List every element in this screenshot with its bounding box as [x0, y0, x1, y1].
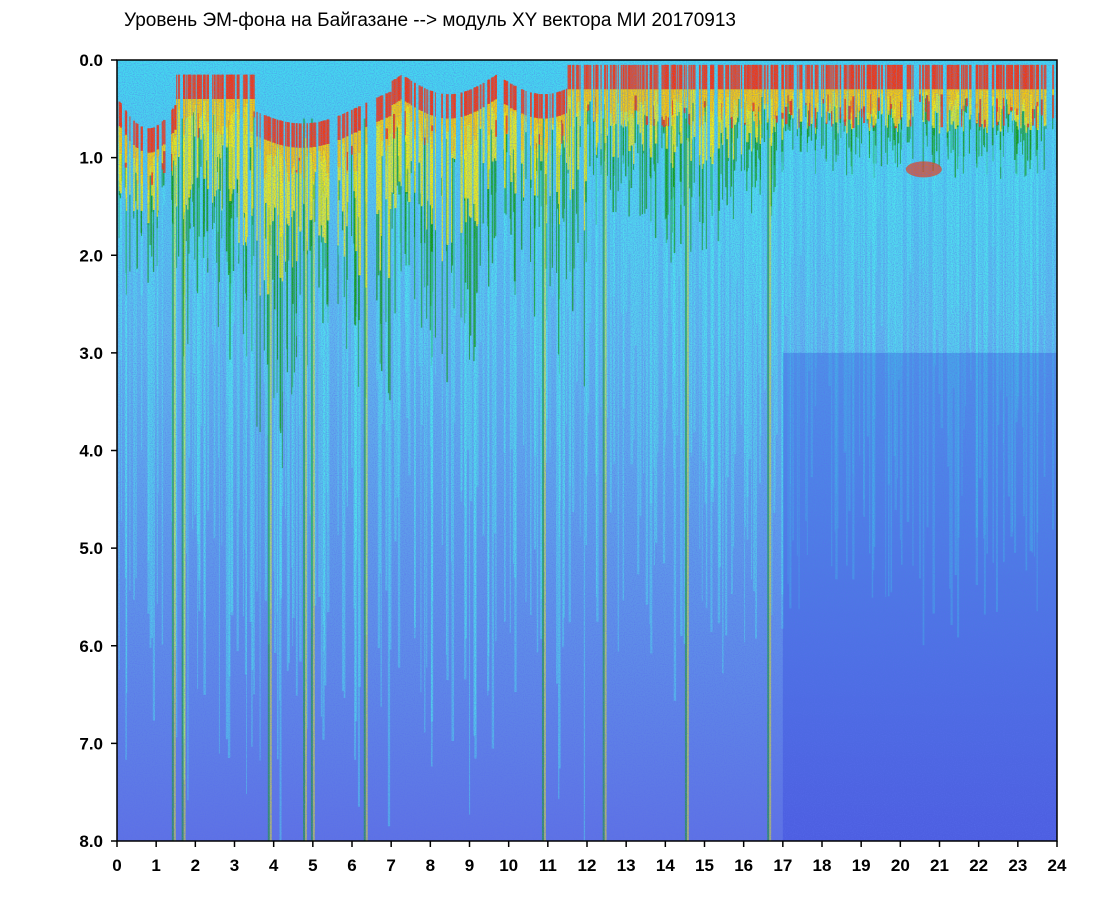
- x-tick-label: 6: [347, 856, 356, 875]
- x-tick-label: 5: [308, 856, 317, 875]
- plot-area: [117, 60, 1057, 841]
- chart-title: Уровень ЭМ-фона на Байгазане --> модуль …: [124, 10, 736, 31]
- x-tick-label: 24: [1048, 856, 1067, 875]
- heatmap-texture: [117, 60, 1057, 841]
- x-tick-label: 23: [1008, 856, 1027, 875]
- y-axis: 0.0 1.0 2.0 3.0 4.0 5.0 6.0 7.0 8.0: [79, 51, 117, 851]
- x-axis: 0 1 2 3 4 5 6 7 8 9 10 11 12 13 14 15 16 17 18 19 20 21 22 23 24: [112, 841, 1067, 875]
- x-tick-label: 4: [269, 856, 279, 875]
- x-tick-label: 7: [386, 856, 395, 875]
- x-tick-label: 3: [230, 856, 239, 875]
- y-tick-label: 7.0: [79, 734, 103, 753]
- x-tick-label: 17: [773, 856, 792, 875]
- x-tick-label: 0: [112, 856, 121, 875]
- x-tick-label: 8: [426, 856, 435, 875]
- y-tick-label: 6.0: [79, 637, 103, 656]
- y-tick-label: 1.0: [79, 149, 103, 168]
- x-tick-label: 13: [617, 856, 636, 875]
- x-tick-label: 15: [695, 856, 714, 875]
- y-tick-label: 5.0: [79, 539, 103, 558]
- x-tick-label: 22: [969, 856, 988, 875]
- y-tick-label: 8.0: [79, 832, 103, 851]
- x-tick-label: 14: [656, 856, 675, 875]
- y-tick-label: 2.0: [79, 246, 103, 265]
- y-tick-label: 4.0: [79, 442, 103, 461]
- y-tick-label: 3.0: [79, 344, 103, 363]
- x-tick-label: 16: [734, 856, 753, 875]
- x-tick-label: 9: [465, 856, 474, 875]
- x-tick-label: 11: [539, 856, 557, 875]
- x-tick-label: 21: [930, 856, 949, 875]
- x-tick-label: 12: [578, 856, 597, 875]
- y-tick-label: 0.0: [79, 51, 103, 70]
- x-tick-label: 19: [852, 856, 871, 875]
- x-tick-label: 1: [151, 856, 160, 875]
- x-tick-label: 18: [813, 856, 832, 875]
- x-tick-label: 10: [499, 856, 518, 875]
- x-tick-label: 2: [191, 856, 200, 875]
- x-tick-label: 20: [891, 856, 910, 875]
